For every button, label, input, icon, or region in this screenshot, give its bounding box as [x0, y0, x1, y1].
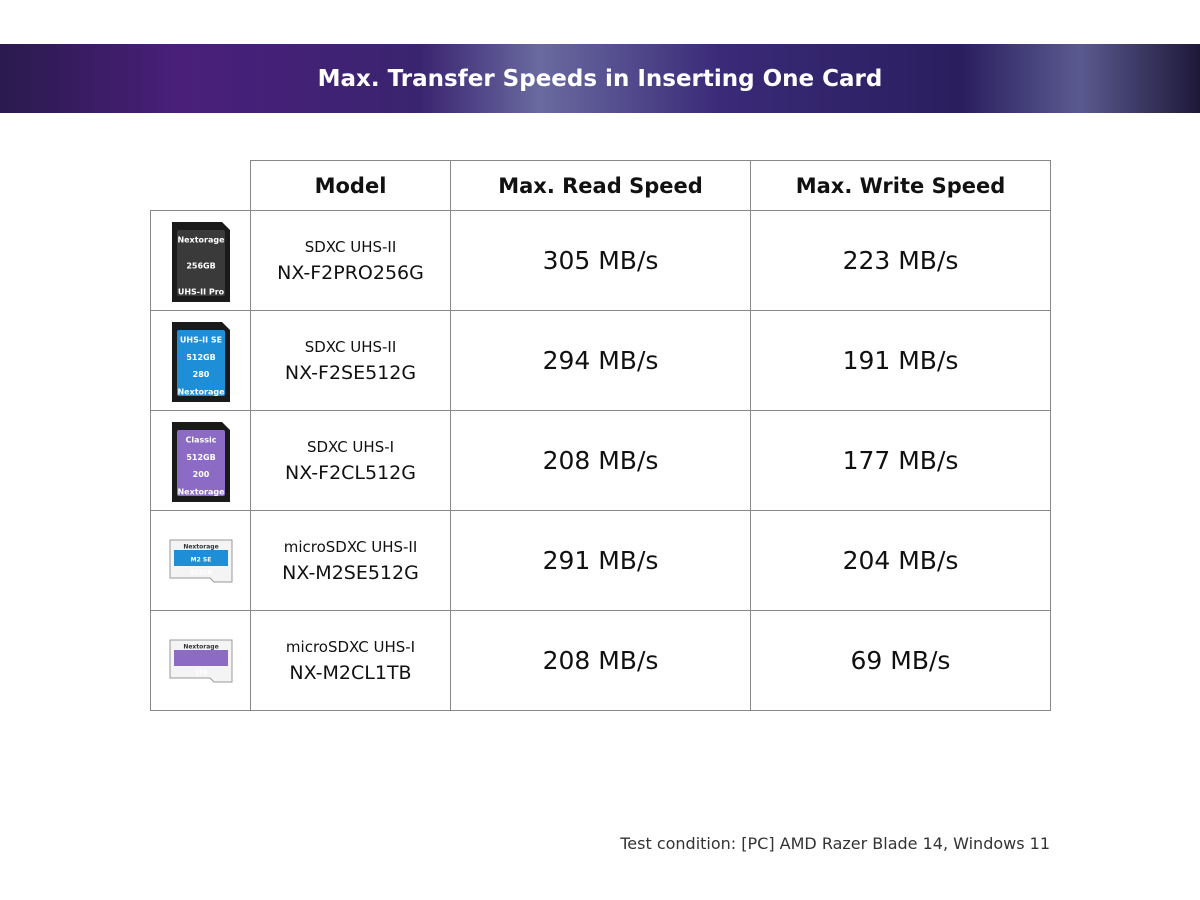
- header-cell: Model: [250, 160, 451, 211]
- write-speed: 69 MB/s: [850, 646, 951, 675]
- model-cell: SDXC UHS-II NX-F2SE512G: [250, 310, 451, 411]
- card-label: 200: [192, 470, 209, 479]
- header-cell: Max. Read Speed: [450, 160, 751, 211]
- card-type: SDXC UHS-II: [304, 337, 397, 356]
- card-cell: Nextorage 1TB: [150, 610, 251, 711]
- model-cell: microSDXC UHS-II NX-M2SE512G: [250, 510, 451, 611]
- card-type: microSDXC UHS-I: [285, 637, 416, 656]
- card-label: Nextorage: [183, 643, 218, 650]
- read-cell: 208 MB/s: [450, 410, 751, 511]
- read-cell: 291 MB/s: [450, 510, 751, 611]
- card-label-area: [173, 649, 228, 666]
- read-speed: 294 MB/s: [542, 346, 659, 375]
- column-header: Model: [314, 173, 387, 198]
- write-cell: 223 MB/s: [750, 210, 1051, 311]
- header-cell: Max. Write Speed: [750, 160, 1051, 211]
- card-label: Nextorage: [177, 387, 225, 396]
- model-cell: SDXC UHS-II NX-F2PRO256G: [250, 210, 451, 311]
- card-image: Nextorage 1TB: [169, 639, 232, 682]
- footer-note: Test condition: [PC] AMD Razer Blade 14,…: [620, 834, 1050, 853]
- read-cell: 208 MB/s: [450, 610, 751, 711]
- card-label: Nextorage: [177, 235, 225, 244]
- model-name: NX-M2CL1TB: [289, 661, 412, 684]
- write-cell: 191 MB/s: [750, 310, 1051, 411]
- card-label: 256GB: [186, 261, 215, 270]
- model-cell: microSDXC UHS-I NX-M2CL1TB: [250, 610, 451, 711]
- card-cell: Classic 512GB 200 Nextorage: [150, 410, 251, 511]
- model-name: NX-M2SE512G: [282, 561, 419, 584]
- card-label-area: [176, 429, 225, 496]
- card-label: Classic: [185, 435, 216, 444]
- model-cell: SDXC UHS-I NX-F2CL512G: [250, 410, 451, 511]
- write-cell: 69 MB/s: [750, 610, 1051, 711]
- read-speed: 208 MB/s: [542, 646, 659, 675]
- card-image: Classic 512GB 200 Nextorage: [171, 421, 230, 502]
- card-label: UHS-II Pro: [177, 287, 224, 296]
- card-cell: Nextorage 256GB UHS-II Pro: [150, 210, 251, 311]
- card-image: Nextorage 256GB UHS-II Pro: [171, 221, 230, 302]
- read-cell: 294 MB/s: [450, 310, 751, 411]
- card-label: 1TB: [194, 669, 207, 676]
- read-speed: 208 MB/s: [542, 446, 659, 475]
- card-image: Nextorage M2 SE 512GB: [169, 539, 232, 582]
- card-type: SDXC UHS-II: [304, 237, 397, 256]
- write-speed: 204 MB/s: [842, 546, 959, 575]
- card-label: Nextorage: [183, 543, 218, 550]
- card-label-area: [176, 329, 225, 396]
- model-name: NX-F2CL512G: [285, 461, 416, 484]
- read-speed: 291 MB/s: [542, 546, 659, 575]
- model-name: NX-F2PRO256G: [277, 261, 424, 284]
- card-label: 280: [192, 370, 209, 379]
- column-header: Max. Write Speed: [795, 173, 1006, 198]
- read-cell: 305 MB/s: [450, 210, 751, 311]
- write-speed: 191 MB/s: [842, 346, 959, 375]
- write-speed: 177 MB/s: [842, 446, 959, 475]
- write-speed: 223 MB/s: [842, 246, 959, 275]
- read-speed: 305 MB/s: [542, 246, 659, 275]
- card-label: 512GB: [189, 569, 211, 576]
- title: Max. Transfer Speeds in Inserting One Ca…: [317, 65, 883, 92]
- column-header: Max. Read Speed: [498, 173, 703, 198]
- card-type: microSDXC UHS-II: [283, 537, 418, 556]
- card-label: 512GB: [186, 352, 215, 361]
- model-name: NX-F2SE512G: [284, 361, 417, 384]
- card-label: UHS-II SE: [179, 335, 221, 344]
- card-image: UHS-II SE 512GB 280 Nextorage: [171, 321, 230, 402]
- card-label: Nextorage: [177, 487, 225, 496]
- card-label-area: [176, 229, 225, 296]
- card-type: SDXC UHS-I: [306, 437, 395, 456]
- card-cell: Nextorage M2 SE 512GB: [150, 510, 251, 611]
- card-cell: UHS-II SE 512GB 280 Nextorage: [150, 310, 251, 411]
- banner: Max. Transfer Speeds in Inserting One Ca…: [0, 44, 1200, 113]
- card-label: M2 SE: [190, 556, 211, 563]
- card-label: 512GB: [186, 452, 215, 461]
- card-label-area: [173, 549, 228, 566]
- write-cell: 204 MB/s: [750, 510, 1051, 611]
- write-cell: 177 MB/s: [750, 410, 1051, 511]
